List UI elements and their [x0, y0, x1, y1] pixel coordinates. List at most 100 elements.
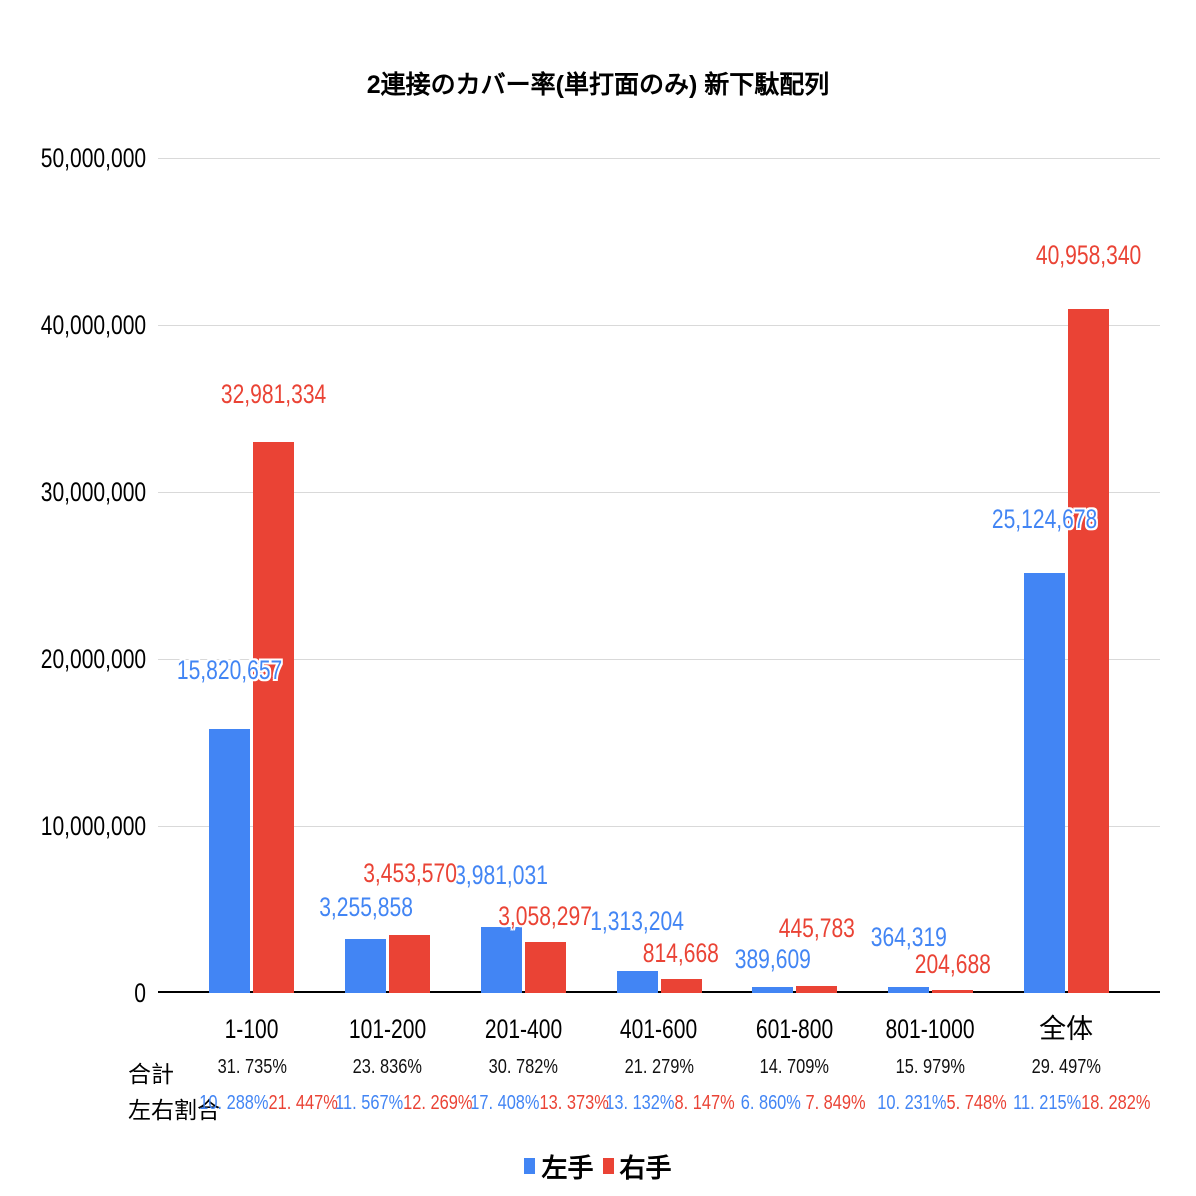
bar-right-hand [1067, 309, 1109, 993]
right-percent: 12. 269% [402, 1092, 473, 1114]
left-hand-swatch-icon [524, 1158, 536, 1174]
pair-text: 6. 860% 7. 849% [741, 1092, 866, 1114]
total-percent: 29. 497% [998, 1056, 1134, 1078]
bar-value-label: 3,981,031 [381, 861, 621, 889]
left-percent: 10. 231% [876, 1092, 947, 1114]
text: 30,000,000 [40, 477, 146, 507]
left-right-percent-pair: 6. 860% 7. 849% [727, 1092, 866, 1114]
text: 32,981,334 [221, 379, 327, 410]
gridline [158, 491, 1160, 493]
bar-value-label: 3,453,570 [290, 859, 530, 887]
bar-value-label: 389,609 [653, 945, 893, 973]
bar-value-label: 3,058,297 [425, 902, 665, 930]
left-percent: 11. 567% [334, 1092, 403, 1114]
bar-right-hand [660, 979, 702, 993]
right-percent: 21. 447% [268, 1092, 338, 1114]
text: 10,000,000 [40, 811, 146, 841]
bar-left-hand [752, 986, 794, 993]
text: 21. 279% [624, 1056, 694, 1078]
text: 389,609 [734, 943, 811, 974]
bar-right-hand [931, 989, 973, 993]
pair-text: 10. 288%21. 447% [199, 1092, 338, 1114]
text: 30. 782% [488, 1056, 558, 1078]
right-percent: 18. 282% [1081, 1092, 1151, 1114]
legend-label-left-hand: 左手 [541, 1152, 594, 1183]
pair-text: 11. 567%12. 269% [335, 1092, 472, 1114]
bar-left-hand [345, 938, 387, 993]
bar-value-label: 814,668 [561, 939, 801, 967]
right-percent: 5. 748% [946, 1092, 1007, 1114]
y-tick-label: 10,000,000 [0, 812, 146, 840]
bar-left-hand [480, 926, 522, 993]
text: 25,124,678 [991, 504, 1097, 535]
text: 1-100 [224, 1014, 279, 1044]
text: 201-400 [484, 1014, 562, 1044]
pair-text: 13. 132%8. 147% [605, 1092, 734, 1114]
left-right-percent-pair: 17. 408%13. 373% [455, 1092, 610, 1114]
text: 3,058,297 [498, 900, 593, 931]
text: 23. 836% [352, 1056, 423, 1078]
left-right-percent-pair: 11. 567%12. 269% [320, 1092, 472, 1114]
category-label: 1-100 [184, 1014, 320, 1044]
left-right-percent-pair: 10. 231%5. 748% [863, 1092, 1006, 1114]
text: 20,000,000 [40, 644, 146, 674]
total-percent: 31. 735% [184, 1056, 320, 1078]
bar-left-hand [209, 728, 251, 993]
text: 40,958,340 [1035, 240, 1141, 270]
bar-value-label: 40,958,340 [968, 241, 1196, 269]
row-header-left-right-ratio: 左右割合 [128, 1097, 220, 1123]
bar-right-hand [524, 941, 566, 993]
chart-title: 2連接のカバー率(単打面のみ) 新下駄配列 [366, 71, 830, 99]
text: 601-800 [756, 1014, 834, 1044]
total-percent: 14. 709% [727, 1056, 863, 1078]
y-tick-label: 40,000,000 [0, 311, 146, 339]
plot-area: 15,820,657 3,255,858 3,981,031 1,313,204 389… [158, 157, 1160, 993]
category-label: 601-800 [727, 1014, 863, 1044]
text: 15,820,657 [177, 654, 283, 685]
text: 29. 497% [1031, 1056, 1101, 1078]
x-axis-line [158, 991, 1160, 993]
left-percent: 6. 860% [740, 1092, 801, 1114]
text: 204,688 [914, 948, 991, 979]
total-percent: 30. 782% [455, 1056, 591, 1078]
text: 40,000,000 [40, 310, 146, 340]
text: 0 [134, 978, 146, 1008]
left-right-percent-pair: 11. 215%18. 282% [998, 1092, 1150, 1114]
bar-value-label: 32,981,334 [154, 380, 394, 408]
right-hand-swatch-icon [602, 1158, 614, 1174]
y-tick-label: 0 [0, 979, 146, 1007]
bar-value-label: 15,820,657 [110, 656, 350, 684]
text: 101-200 [348, 1014, 427, 1044]
text: 14. 709% [760, 1056, 830, 1078]
y-tick-label: 50,000,000 [0, 144, 146, 172]
pair-text: 17. 408%13. 373% [471, 1092, 610, 1114]
text: 3,255,858 [318, 891, 413, 922]
total-percent: 15. 979% [863, 1056, 999, 1078]
bar-right-hand [796, 985, 838, 993]
text: 全体 [1039, 1014, 1094, 1044]
pair-text: 11. 215%18. 282% [1013, 1092, 1150, 1114]
bar-value-label: 1,313,204 [517, 907, 757, 935]
bar-value-label: 3,255,858 [246, 893, 486, 921]
left-right-percent-pair: 13. 132%8. 147% [591, 1092, 734, 1114]
left-percent: 11. 215% [1013, 1092, 1082, 1114]
pair-text: 10. 231%5. 748% [877, 1092, 1006, 1114]
bar-left-hand [887, 986, 929, 993]
text: 1,313,204 [590, 906, 684, 937]
left-right-percent-pair: 10. 288%21. 447% [184, 1092, 338, 1114]
category-label: 401-600 [591, 1014, 727, 1044]
gridline [158, 825, 1160, 827]
text: 3,453,570 [362, 858, 457, 889]
bar-value-label: 445,783 [697, 914, 937, 942]
right-percent: 7. 849% [800, 1092, 866, 1114]
text: 814,668 [642, 938, 720, 969]
text: 15. 979% [895, 1056, 966, 1078]
row-header-total: 合計 [128, 1061, 174, 1087]
legend: 左手 右手 [0, 1149, 1196, 1183]
bar-left-hand [616, 971, 658, 993]
bar-value-label: 25,124,678 [924, 505, 1164, 533]
y-tick-label: 30,000,000 [0, 478, 146, 506]
legend-item-left-hand: 左手 [524, 1148, 594, 1185]
left-percent: 17. 408% [470, 1092, 540, 1114]
